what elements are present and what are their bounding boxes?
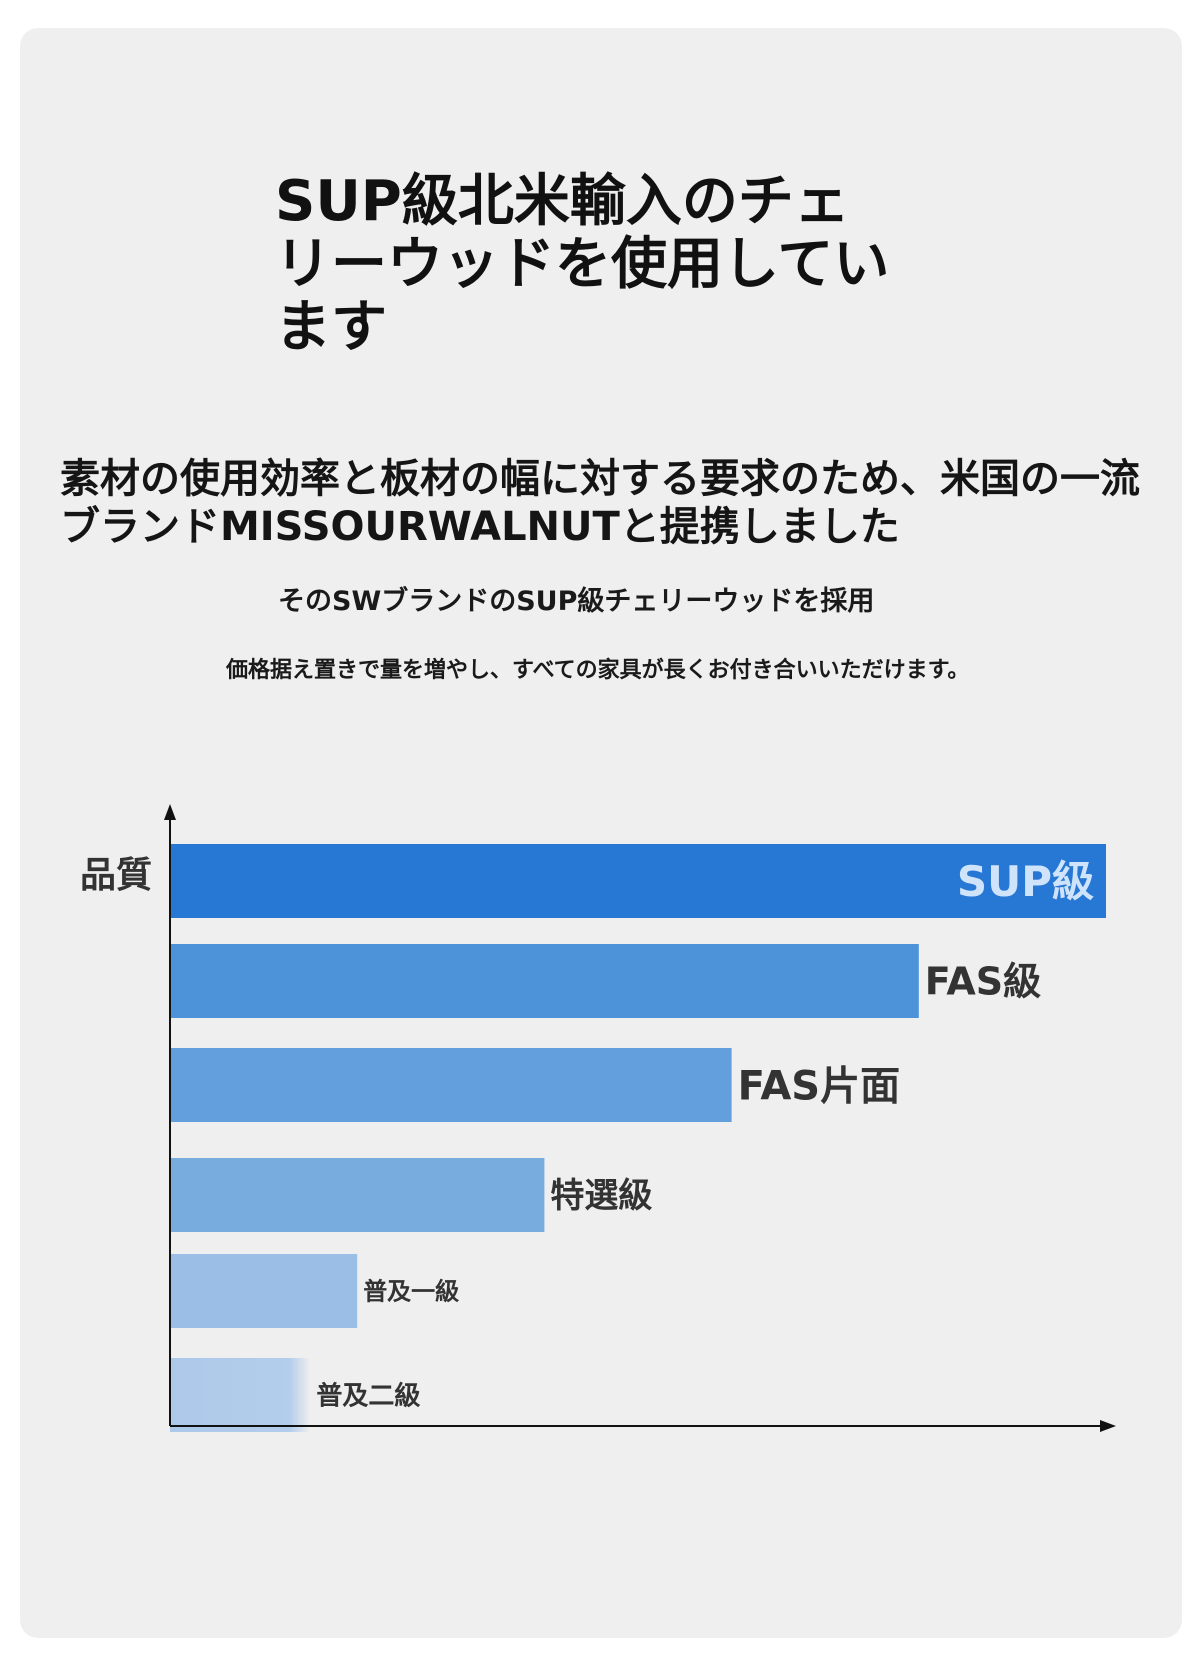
bar-label-6: 普及二級 [316, 1380, 420, 1411]
subtitle-text: そのSWブランドのSUP級チェリーウッドを採用 [278, 586, 875, 617]
bar-1 [170, 844, 1106, 918]
bar-2 [170, 944, 919, 1018]
caption-text: 価格据え置きで量を増やし、すべての家具が長くお付き合いいただけます。 [226, 658, 970, 683]
bar-4 [170, 1158, 545, 1232]
page-title: SUP級北米輸入のチェリーウッドを使用しています [275, 169, 890, 360]
bar-3 [170, 1048, 732, 1122]
x-axis-arrow [1100, 1420, 1116, 1432]
bar-label-1: SUP級 [957, 857, 1094, 906]
bar-label-4: 特選級 [550, 1176, 652, 1216]
bar-6 [170, 1358, 311, 1432]
bar-5 [170, 1254, 358, 1328]
lead-text: 素材の使用効率と板材の幅に対する要求のため、米国の一流ブランドMISSOURWA… [60, 456, 1140, 550]
y-axis-arrow [164, 804, 176, 820]
bar-label-2: FAS級 [925, 960, 1041, 1004]
bar-label-3: FAS片面 [738, 1063, 901, 1109]
y-axis-label: 品質 [80, 855, 152, 896]
bar-label-5: 普及一級 [363, 1278, 459, 1306]
